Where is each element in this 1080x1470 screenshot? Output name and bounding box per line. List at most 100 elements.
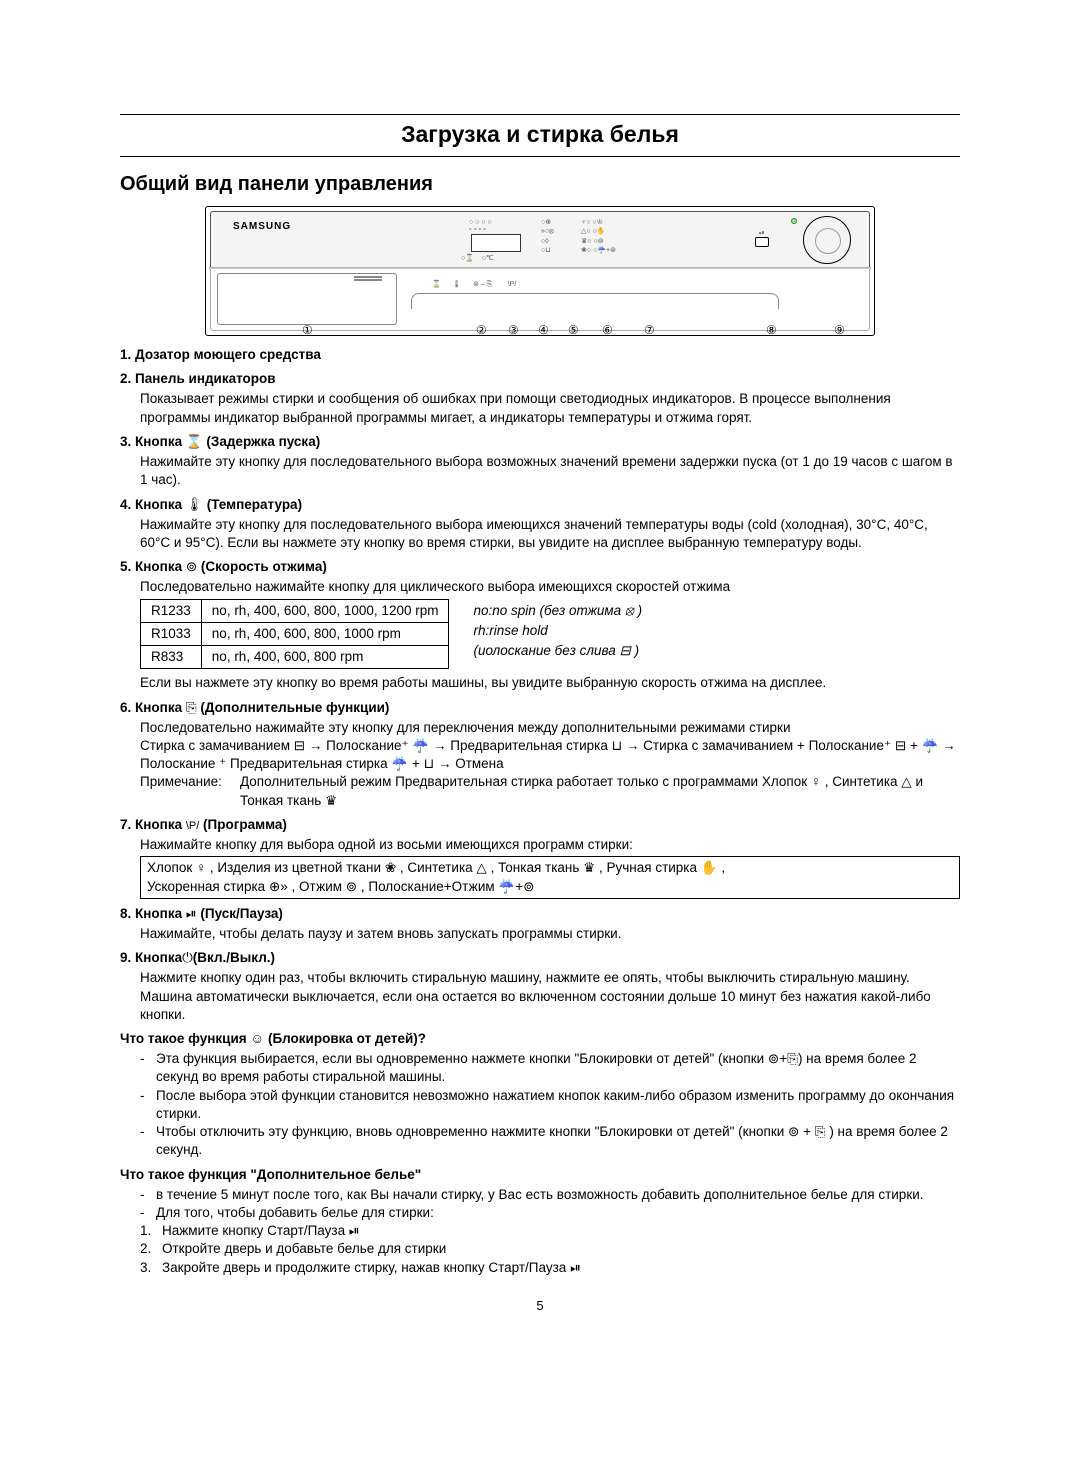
callout-2: ② bbox=[476, 322, 487, 338]
el-n3a: Закройте дверь и продолжите стирку, нажа… bbox=[162, 1260, 570, 1275]
play-pause-icon: ⏯ bbox=[759, 229, 765, 238]
rinse-plus-icon: ☔ bbox=[922, 738, 939, 753]
item-6-num: 6. bbox=[120, 700, 131, 715]
cl-b1a: Эта функция выбирается, если вы одноврем… bbox=[156, 1051, 768, 1066]
top-rule bbox=[120, 114, 960, 115]
legend-nospin-a: no:no spin (без отжима bbox=[473, 603, 624, 618]
item-9-label-a: Кнопка bbox=[135, 950, 182, 965]
rinse-plus-icon: ☔ bbox=[391, 756, 408, 771]
spin-icon: ⊚ bbox=[346, 879, 357, 894]
prog-1d: , Тонкая ткань bbox=[491, 860, 584, 875]
seq-e: + bbox=[910, 738, 922, 753]
legend-nospin-b: ) bbox=[634, 603, 642, 618]
page-title: Загрузка и стирка белья bbox=[120, 119, 960, 150]
panel-button-playpause: ⏯ bbox=[755, 237, 769, 247]
mini-col1: ○⊕»○⦻○◊○⊔ bbox=[541, 218, 554, 256]
extra-laundry-list: -в течение 5 минут после того, как Вы на… bbox=[140, 1186, 960, 1277]
seq-c: → Предварительная стирка bbox=[433, 738, 612, 753]
item-2: 2. Панель индикаторов bbox=[120, 370, 960, 388]
item-1-num: 1. bbox=[120, 347, 131, 362]
note-text-b: , Синтетика bbox=[825, 774, 902, 789]
item-7: 7. Кнопка \P/ (Программа) bbox=[120, 816, 960, 834]
item-3: 3. Кнопка ⌛ (Задержка пуска) bbox=[120, 433, 960, 451]
seq-g: + bbox=[412, 756, 424, 771]
item-5-after: Если вы нажмете эту кнопку во время рабо… bbox=[140, 674, 960, 692]
section-title: Общий вид панели управления bbox=[120, 171, 960, 198]
callout-6: ⑥ bbox=[602, 322, 613, 338]
table-row: R833 no, rh, 400, 600, 800 rpm bbox=[141, 646, 449, 669]
item-5-label-a: Кнопка bbox=[135, 559, 186, 574]
spin-legend: no:no spin (без отжима ⦻ ) rh:rinse hold… bbox=[473, 601, 642, 662]
delay-start-icon: ⌛ bbox=[186, 434, 203, 449]
play-pause-icon: ⏯ bbox=[349, 1223, 360, 1238]
table-row: R1233 no, rh, 400, 600, 800, 1000, 1200 … bbox=[141, 599, 449, 622]
mini-leds: ○ ○ ○ ○° ° ° ° bbox=[469, 218, 492, 237]
power-icon: ⏻ bbox=[182, 950, 193, 965]
spin-values: no, rh, 400, 600, 800, 1000 rpm bbox=[201, 622, 449, 645]
spin-model: R833 bbox=[141, 646, 202, 669]
callout-7: ⑦ bbox=[644, 322, 655, 338]
note-label: Примечание: bbox=[140, 773, 240, 809]
item-1-label: Дозатор моющего средства bbox=[135, 347, 321, 362]
item-5-desc: Последовательно нажимайте кнопку для цик… bbox=[140, 578, 960, 596]
tray-strip: ⌛ 🌡 ⊚ – ⎘ \P/ bbox=[411, 293, 779, 309]
detergent-drawer bbox=[217, 273, 397, 325]
item-3-desc: Нажимайте эту кнопку для последовательно… bbox=[140, 453, 960, 489]
item-8: 8. Кнопка ⏯ (Пуск/Пауза) bbox=[120, 905, 960, 923]
spin-speed-table: R1233 no, rh, 400, 600, 800, 1000, 1200 … bbox=[140, 599, 449, 670]
child-lock-title-a: Что такое функция bbox=[120, 1031, 250, 1046]
prog-2b: , Отжим bbox=[292, 879, 346, 894]
temperature-icon: 🌡 bbox=[186, 497, 203, 512]
panel-top: SAMSUNG ○ ○ ○ ○° ° ° ° ○⌛ ○℃ ○⊕»○⦻○◊○⊔ ♀… bbox=[210, 211, 870, 268]
synthetic-icon: △ bbox=[901, 774, 911, 789]
prog-1e: , Ручная стирка bbox=[599, 860, 701, 875]
prog-2a: Ускоренная стирка bbox=[147, 879, 269, 894]
item-7-desc: Нажимайте кнопку для выбора одной из вос… bbox=[140, 836, 960, 854]
handwash-icon: ✋ bbox=[701, 860, 718, 875]
item-8-desc: Нажимайте, чтобы делать паузу и затем вн… bbox=[140, 925, 960, 943]
callout-5: ⑤ bbox=[568, 322, 579, 338]
child-lock-icon: ☺ bbox=[250, 1031, 264, 1046]
item-9-label-b: (Вкл./Выкл.) bbox=[193, 950, 275, 965]
child-lock-list: - Эта функция выбирается, если вы одновр… bbox=[140, 1050, 960, 1159]
rinse-plus-icon: ☔ bbox=[412, 738, 429, 753]
cl-b1b: + bbox=[779, 1051, 787, 1066]
item-5-num: 5. bbox=[120, 559, 131, 574]
cotton-icon: ♀ bbox=[811, 774, 821, 789]
item-4-label-b: (Температура) bbox=[203, 497, 302, 512]
delicate-icon: ♛ bbox=[325, 793, 337, 808]
item-4-num: 4. bbox=[120, 497, 131, 512]
el-b2: Для того, чтобы добавить белье для стирк… bbox=[156, 1204, 960, 1222]
synthetic-icon: △ bbox=[476, 860, 486, 875]
spin-values: no, rh, 400, 600, 800, 1000, 1200 rpm bbox=[201, 599, 449, 622]
quick-icon: ⊕» bbox=[269, 879, 288, 894]
el-b1: в течение 5 минут после того, как Вы нач… bbox=[156, 1186, 960, 1204]
item-5: 5. Кнопка ⊚ (Скорость отжима) bbox=[120, 558, 960, 576]
tub-icon: ⊟ bbox=[294, 738, 305, 753]
seq-d: → Стирка с замачиванием + Полоскание⁺ bbox=[626, 738, 895, 753]
prewash-icon: ⊔ bbox=[612, 738, 623, 753]
seq-h: → Отмена bbox=[438, 756, 504, 771]
tray-icons: ⌛ 🌡 ⊚ – ⎘ \P/ bbox=[432, 280, 516, 289]
spin-speed-icon: ⊚ bbox=[788, 1124, 799, 1139]
legend-hold-a: (иолоскание без слива bbox=[473, 643, 619, 658]
legend-rinsehold: rh:rinse hold bbox=[473, 621, 642, 641]
item-6-desc1: Последовательно нажимайте эту кнопку для… bbox=[140, 719, 960, 737]
mini-temp: ○⌛ ○℃ bbox=[461, 254, 494, 263]
options-icon: ⎘ bbox=[787, 1051, 798, 1066]
prog-1b: , Изделия из цветной ткани bbox=[210, 860, 385, 875]
spin-speed-icon: ⊚ bbox=[768, 1051, 779, 1066]
item-7-label-b: (Программа) bbox=[199, 817, 287, 832]
spin-model: R1233 bbox=[141, 599, 202, 622]
page-number: 5 bbox=[120, 1297, 960, 1315]
legend-hold-b: ) bbox=[631, 643, 639, 658]
brand-label: SAMSUNG bbox=[233, 220, 291, 234]
el-n1a: Нажмите кнопку Старт/Пауза bbox=[162, 1223, 349, 1238]
callout-9: ⑨ bbox=[834, 322, 845, 338]
options-icon: ⎘ bbox=[815, 1124, 826, 1139]
title-rule bbox=[120, 156, 960, 157]
prog-1c: , Синтетика bbox=[400, 860, 477, 875]
item-8-num: 8. bbox=[120, 906, 131, 921]
item-3-label-b: (Задержка пуска) bbox=[203, 434, 321, 449]
cl-b3a: Чтобы отключить эту функцию, вновь однов… bbox=[156, 1124, 788, 1139]
